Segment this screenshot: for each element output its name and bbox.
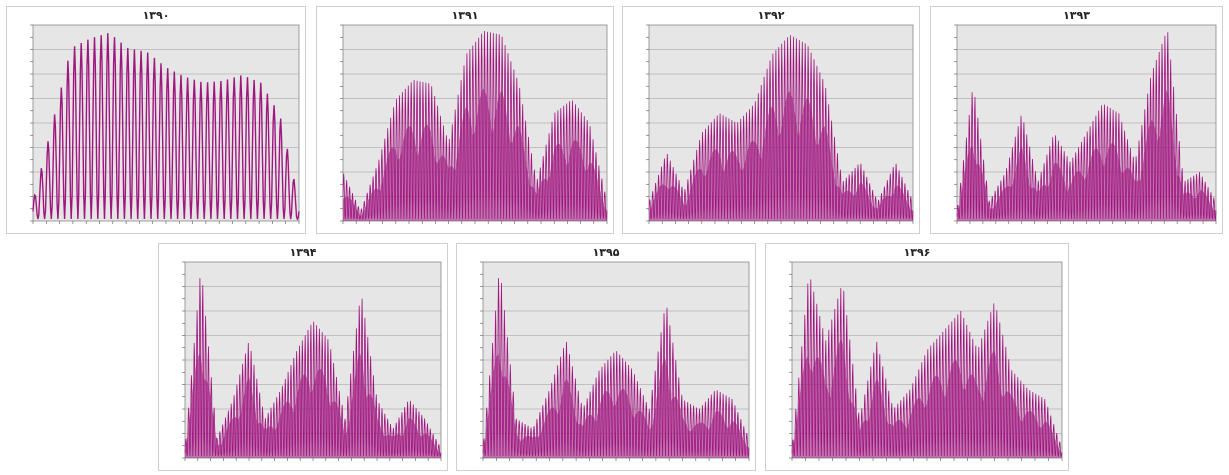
chart-svg — [789, 261, 1063, 461]
series-line — [791, 279, 1063, 458]
chart-svg — [954, 24, 1217, 224]
chart-svg — [480, 261, 750, 461]
chart-svg — [30, 24, 300, 224]
chart-svg — [646, 24, 914, 224]
series-line — [482, 278, 750, 458]
series-line — [32, 33, 300, 221]
chart-title: ۱۳۹۲ — [757, 9, 785, 22]
series-line — [648, 35, 914, 221]
chart-panel-1393: ۱۳۹۳ — [930, 6, 1223, 234]
chart-panel-1391: ۱۳۹۱ — [316, 6, 614, 234]
chart-panel-1390: ۱۳۹۰ — [6, 6, 306, 234]
chart-title: ۱۳۹۳ — [1063, 9, 1090, 22]
chart-svg — [340, 24, 608, 224]
chart-panel-1394: ۱۳۹۴ — [158, 243, 448, 471]
series-line — [184, 278, 442, 458]
chart-panel-1396: ۱۳۹۶ — [765, 243, 1069, 471]
chart-title: ۱۳۹۴ — [289, 246, 317, 259]
series-line — [342, 30, 608, 221]
chart-svg — [182, 261, 442, 461]
chart-title: ۱۳۹۶ — [903, 246, 931, 259]
chart-panel-1392: ۱۳۹۲ — [622, 6, 920, 234]
series-line — [956, 32, 1217, 221]
chart-title: ۱۳۹۵ — [592, 246, 620, 259]
chart-panel-1395: ۱۳۹۵ — [456, 243, 756, 471]
chart-title: ۱۳۹۰ — [142, 9, 170, 22]
chart-title: ۱۳۹۱ — [451, 9, 479, 22]
